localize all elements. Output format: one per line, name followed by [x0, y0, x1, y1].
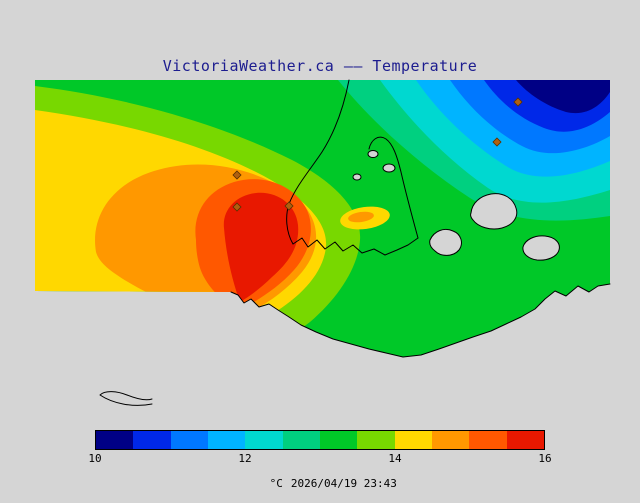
page-title: VictoriaWeather.ca –– Temperature — [162, 57, 478, 75]
contour-spot-orange — [348, 211, 374, 223]
coastline — [99, 79, 611, 406]
island-large-3 — [522, 235, 560, 261]
timestamp-label: 2026/04/19 23:43 — [290, 477, 397, 490]
station-markers — [232, 97, 523, 212]
harbor-spit-outline — [99, 391, 153, 406]
legend-tick: 16 — [538, 452, 552, 465]
island-west-coastline — [286, 79, 350, 245]
map-caption: °C 2026/04/19 23:43 — [0, 464, 640, 503]
island-small-3 — [352, 173, 362, 181]
weather-map-page: VictoriaWeather.ca –– Temperature — [35, 57, 611, 490]
colorbar-ticks: 10 12 14 16 — [88, 452, 551, 465]
station-marker — [284, 201, 294, 211]
colorbar-segment — [394, 431, 432, 449]
station-marker — [513, 97, 523, 107]
island-small-2 — [382, 163, 396, 173]
station-marker — [232, 202, 242, 212]
legend-tick: 14 — [388, 452, 402, 465]
colorbar-segment — [431, 431, 470, 449]
island-small-1 — [367, 150, 379, 158]
colorbar-segment — [357, 431, 395, 449]
colorbar-segment — [319, 431, 358, 449]
units-label: °C — [269, 477, 283, 490]
colorbar-segment — [506, 431, 544, 449]
legend-tick: 10 — [88, 452, 102, 465]
mainland-coastline — [230, 283, 611, 358]
island-large-2 — [470, 193, 518, 230]
station-marker — [492, 137, 502, 147]
station-marker — [232, 170, 242, 180]
peninsula-east-coastline — [368, 136, 419, 239]
contour-band-navy — [516, 80, 610, 114]
contour-band-red — [223, 192, 299, 302]
legend-tick: 12 — [238, 452, 252, 465]
colorbar-segment — [282, 431, 320, 449]
temperature-colorbar — [95, 430, 545, 450]
colorbar-segment — [170, 431, 208, 449]
colorbar-segment — [245, 431, 283, 449]
island-south-coastline — [292, 237, 419, 256]
temperature-map — [35, 79, 611, 406]
colorbar-segment — [96, 431, 134, 449]
contour-field — [35, 80, 610, 357]
colorbar-segment — [133, 431, 171, 449]
colorbar-segment — [469, 431, 507, 449]
island-large-1 — [429, 228, 462, 256]
colorbar-segment — [207, 431, 246, 449]
islands — [352, 150, 560, 261]
